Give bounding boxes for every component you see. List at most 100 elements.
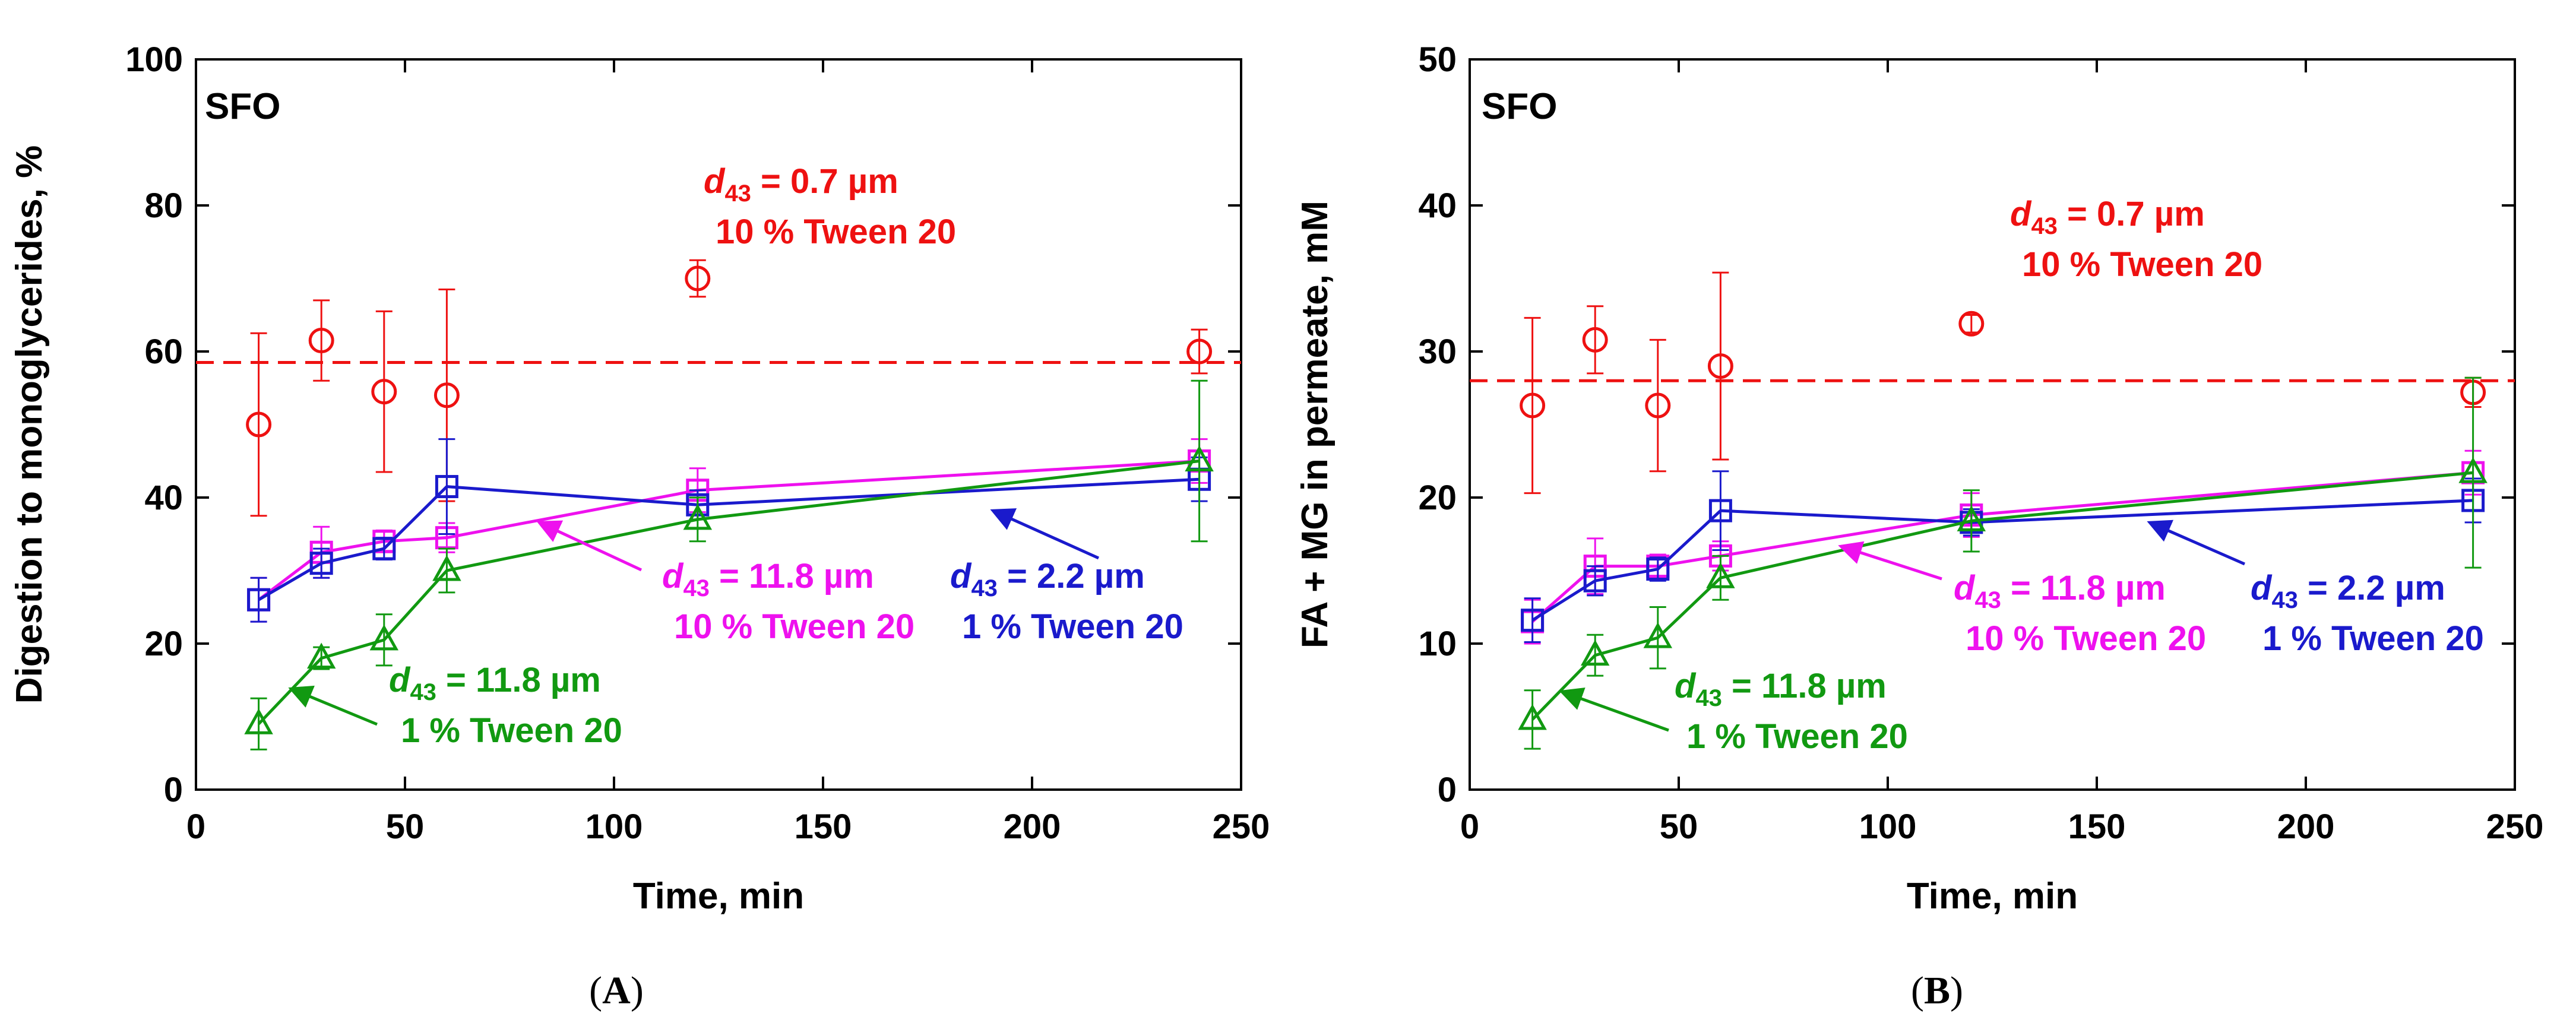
data-point-triangle bbox=[244, 708, 273, 734]
annotation-symbol: d bbox=[1954, 569, 1976, 607]
y-tick-label: 0 bbox=[1438, 771, 1457, 809]
data-point-circle bbox=[246, 411, 272, 438]
data-point-circle bbox=[685, 265, 711, 292]
annotation-line1: d43 = 0.7 µm bbox=[2010, 195, 2205, 239]
data-point-square bbox=[247, 588, 271, 612]
annotation-value: = 0.7 µm bbox=[2058, 195, 2205, 233]
annotation-magenta: d43 = 11.8 µm 10 % Tween 20 bbox=[536, 520, 914, 646]
y-axis-title: Digestion to monoglycerides, % bbox=[9, 145, 50, 704]
series-magenta bbox=[1521, 449, 2485, 645]
series-green bbox=[244, 379, 1214, 750]
x-tick-label: 0 bbox=[1460, 807, 1479, 846]
y-tick-label: 80 bbox=[144, 186, 183, 225]
y-tick-label: 20 bbox=[144, 625, 183, 663]
annotation-line1: d43 = 0.7 µm bbox=[704, 162, 898, 207]
data-point-triangle bbox=[432, 555, 461, 581]
y-tick-label: 60 bbox=[144, 332, 183, 371]
annotation-subscript: 43 bbox=[683, 575, 710, 601]
annotation-subscript: 43 bbox=[971, 575, 998, 601]
chart-panel-a: 0 50 100 150 200 250 0 20 40 60 80 100 Time, min Dige… bbox=[9, 40, 1270, 1012]
annotation-arrow bbox=[536, 520, 643, 572]
panel-tag-sfo: SFO bbox=[1482, 86, 1557, 127]
data-point-circle bbox=[308, 328, 334, 354]
annotation-value: = 11.8 µm bbox=[710, 557, 874, 595]
data-point-circle bbox=[371, 379, 397, 405]
annotation-arrow bbox=[1559, 688, 1669, 732]
data-point-triangle bbox=[1643, 622, 1673, 648]
series-green bbox=[1518, 376, 2488, 750]
x-tick-label: 150 bbox=[795, 807, 852, 846]
data-point-square bbox=[1646, 557, 1670, 581]
annotation-green: d43 = 11.8 µm 1 % Tween 20 bbox=[288, 661, 622, 750]
annotation-line1: d43 = 11.8 µm bbox=[1675, 667, 1887, 711]
annotation-subscript: 43 bbox=[724, 180, 751, 207]
annotation-symbol: d bbox=[950, 557, 972, 595]
annotation-subscript: 43 bbox=[410, 679, 436, 705]
x-tick-label: 250 bbox=[2486, 807, 2544, 846]
annotation-value: = 2.2 µm bbox=[2298, 569, 2445, 607]
x-tick-label: 150 bbox=[2068, 807, 2126, 846]
annotation-arrow bbox=[990, 508, 1100, 560]
annotation-value: = 0.7 µm bbox=[751, 162, 898, 201]
y-tick-label: 0 bbox=[164, 771, 183, 809]
x-tick-label: 200 bbox=[2277, 807, 2335, 846]
annotation-subscript: 43 bbox=[2271, 587, 2298, 613]
annotation-subscript: 43 bbox=[1695, 685, 1722, 711]
chart-panel-b: 0 50 100 150 200 250 0 10 20 30 40 50 Time, min FA + … bbox=[1295, 40, 2543, 1012]
plot-frame bbox=[1469, 58, 2516, 791]
annotation-line2: 10 % Tween 20 bbox=[2022, 245, 2262, 284]
data-point-triangle bbox=[683, 503, 713, 530]
data-point-triangle bbox=[369, 624, 399, 651]
panel-caption: (A) bbox=[589, 969, 644, 1012]
data-point-circle bbox=[1958, 311, 1985, 337]
caption-paren-open: ( bbox=[1911, 969, 1924, 1012]
y-tick-label: 100 bbox=[125, 40, 183, 79]
annotation-line1: d43 = 2.2 µm bbox=[2251, 569, 2445, 613]
data-point-square bbox=[372, 537, 396, 560]
annotation-line2: 1 % Tween 20 bbox=[2262, 619, 2484, 658]
annotation-line2: 1 % Tween 20 bbox=[1686, 717, 1908, 756]
annotation-line2: 10 % Tween 20 bbox=[674, 607, 914, 646]
data-point-triangle bbox=[1580, 639, 1610, 666]
data-point-circle bbox=[433, 382, 460, 408]
x-tick-label: 0 bbox=[186, 807, 205, 846]
annotation-value: = 11.8 µm bbox=[436, 661, 601, 699]
caption-paren-close: ) bbox=[631, 969, 644, 1012]
annotation-symbol: d bbox=[662, 557, 684, 595]
data-point-circle bbox=[1645, 392, 1671, 419]
annotation-arrow bbox=[1838, 541, 1942, 581]
data-point-triangle bbox=[1957, 505, 1986, 531]
series-line bbox=[1531, 471, 2473, 721]
caption-paren-close: ) bbox=[1950, 969, 1963, 1012]
data-point-circle bbox=[1582, 327, 1608, 353]
caption-letter: A bbox=[602, 969, 631, 1012]
annotation-red: d43 = 0.7 µm 10 % Tween 20 bbox=[704, 162, 956, 251]
annotation-subscript: 43 bbox=[1974, 587, 2001, 613]
data-point-triangle bbox=[1185, 445, 1214, 471]
annotation-value: = 11.8 µm bbox=[2001, 569, 2166, 607]
data-point-circle bbox=[1520, 392, 1546, 419]
caption-letter: B bbox=[1924, 969, 1950, 1012]
y-tick-label: 30 bbox=[1418, 332, 1457, 371]
data-point-circle bbox=[1707, 353, 1733, 379]
x-axis-title: Time, min bbox=[633, 876, 804, 917]
panel-tag-sfo: SFO bbox=[205, 86, 280, 127]
x-tick-label: 100 bbox=[1859, 807, 1917, 846]
annotation-blue: d43 = 2.2 µm 1 % Tween 20 bbox=[2147, 519, 2484, 658]
annotation-red: d43 = 0.7 µm 10 % Tween 20 bbox=[2010, 195, 2262, 284]
data-point-triangle bbox=[306, 642, 336, 669]
annotation-line2: 10 % Tween 20 bbox=[716, 213, 956, 251]
data-point-square bbox=[1521, 609, 1545, 632]
annotation-symbol: d bbox=[389, 661, 411, 699]
x-tick-label: 50 bbox=[1660, 807, 1698, 846]
x-tick-label: 250 bbox=[1213, 807, 1270, 846]
annotation-line1: d43 = 2.2 µm bbox=[950, 557, 1145, 601]
series-line bbox=[257, 460, 1200, 726]
annotation-value: = 11.8 µm bbox=[1722, 667, 1887, 705]
series-red bbox=[246, 259, 1213, 517]
y-axis-title: FA + MG in permeate, mM bbox=[1295, 201, 1336, 648]
annotation-line1: d43 = 11.8 µm bbox=[662, 557, 874, 601]
data-point-square bbox=[1708, 499, 1732, 522]
x-axis-title: Time, min bbox=[1907, 876, 2078, 917]
